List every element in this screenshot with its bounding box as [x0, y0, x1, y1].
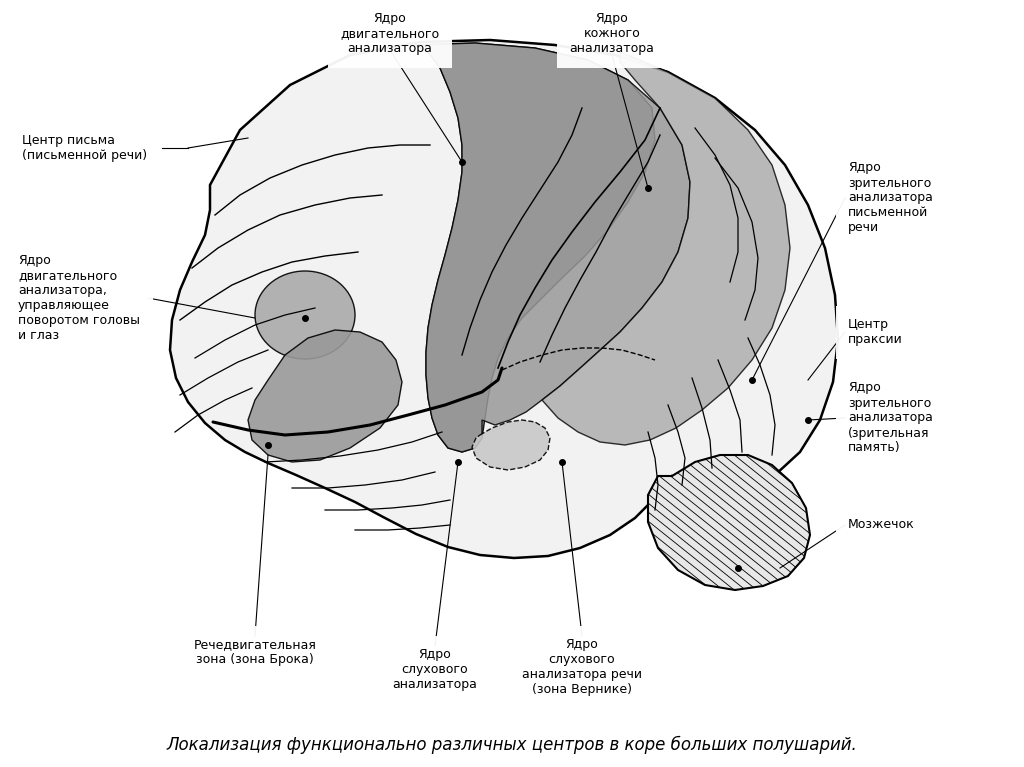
- Text: Центр
праксии: Центр праксии: [848, 318, 903, 346]
- Polygon shape: [542, 52, 790, 445]
- Polygon shape: [170, 40, 838, 558]
- Text: Локализация функционально различных центров в коре больших полушарий.: Локализация функционально различных цент…: [167, 736, 857, 754]
- Text: Центр письма
(письменной речи): Центр письма (письменной речи): [22, 134, 147, 162]
- Polygon shape: [648, 455, 810, 590]
- Text: Мозжечок: Мозжечок: [848, 518, 914, 532]
- Polygon shape: [415, 43, 690, 452]
- Text: Ядро
слухового
анализатора речи
(зона Вернике): Ядро слухового анализатора речи (зона Ве…: [522, 638, 642, 696]
- Polygon shape: [472, 420, 550, 470]
- Text: Ядро
двигательного
анализатора: Ядро двигательного анализатора: [340, 12, 439, 55]
- Polygon shape: [415, 43, 655, 452]
- Ellipse shape: [255, 271, 355, 359]
- Text: Ядро
двигательного
анализатора,
управляющее
поворотом головы
и глаз: Ядро двигательного анализатора, управляю…: [18, 254, 140, 342]
- Polygon shape: [248, 330, 402, 462]
- Text: Ядро
кожного
анализатора: Ядро кожного анализатора: [569, 12, 654, 55]
- Text: Ядро
зрительного
анализатора
письменной
речи: Ядро зрительного анализатора письменной …: [848, 162, 933, 235]
- Text: Ядро
зрительного
анализатора
(зрительная
память): Ядро зрительного анализатора (зрительная…: [848, 381, 933, 455]
- Text: Речедвигательная
зона (зона Брока): Речедвигательная зона (зона Брока): [194, 638, 316, 666]
- Text: Ядро
слухового
анализатора: Ядро слухового анализатора: [392, 648, 477, 691]
